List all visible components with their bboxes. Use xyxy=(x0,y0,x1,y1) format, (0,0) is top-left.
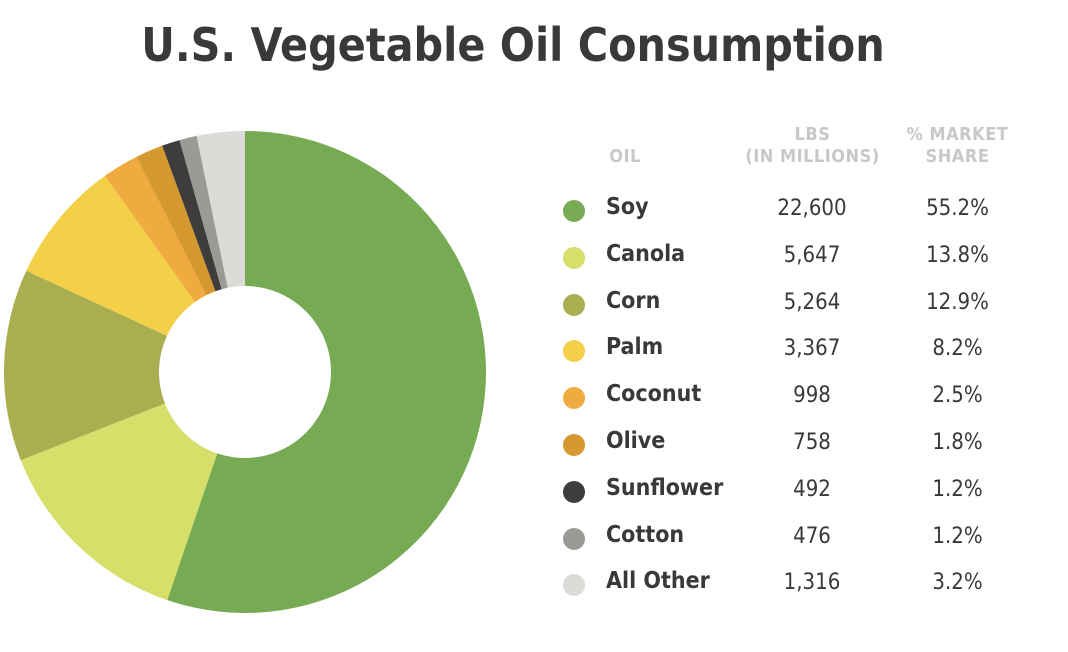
lbs-value: 22,600 xyxy=(777,196,847,221)
lbs-value: 3,367 xyxy=(783,336,841,362)
lbs-value: 998 xyxy=(793,383,831,409)
lbs-value: 476 xyxy=(793,523,831,549)
share-value: 1.2% xyxy=(932,476,983,502)
share-value: 1.8% xyxy=(932,430,983,455)
slice-soy xyxy=(167,131,486,613)
oil-name: Sunflower xyxy=(606,474,724,501)
slice-canola xyxy=(20,403,218,601)
header-share-line2: SHARE xyxy=(925,146,990,167)
legend-swatch-soy xyxy=(563,200,585,222)
table-row-palm: Palm 3,367 8.2% xyxy=(0,328,1068,374)
legend-swatch-canola xyxy=(563,246,585,269)
chart-title: U.S. Vegetable Oil Consumption xyxy=(141,18,885,72)
table-row-all-other: All Other 1,316 3.2% xyxy=(0,562,1068,608)
share-value: 2.5% xyxy=(932,383,983,409)
lbs-value: 1,316 xyxy=(783,570,841,596)
table-row-soy: Soy 22,600 55.2% xyxy=(0,188,1068,234)
table-row-corn: Corn 5,264 12.9% xyxy=(0,282,1068,328)
slice-corn xyxy=(3,270,167,461)
slice-palm xyxy=(26,175,196,336)
table-row-olive: Olive 758 1.8% xyxy=(0,422,1068,468)
header-oil: OIL xyxy=(609,146,641,167)
oil-name: Olive xyxy=(606,428,666,454)
share-value: 12.9% xyxy=(926,289,989,315)
header-lbs: LBS (IN MILLIONS) xyxy=(730,124,895,168)
header-lbs-line2: (IN MILLIONS) xyxy=(745,146,880,167)
share-value: 1.2% xyxy=(932,523,983,549)
oil-name: Coconut xyxy=(606,381,702,408)
header-lbs-line1: LBS xyxy=(794,124,831,145)
lbs-value: 5,264 xyxy=(783,289,841,315)
oil-name: Cotton xyxy=(606,521,685,548)
slice-coconut xyxy=(104,156,207,303)
legend-swatch-all-other xyxy=(563,574,585,597)
legend-swatch-corn xyxy=(563,293,585,316)
legend-swatch-cotton xyxy=(563,527,585,550)
legend-swatch-coconut xyxy=(563,387,585,410)
header-share-line1: % MARKET xyxy=(906,124,1009,145)
table-row-sunflower: Sunflower 492 1.2% xyxy=(0,469,1068,515)
oil-name: All Other xyxy=(606,568,710,595)
oil-name: Corn xyxy=(606,287,661,314)
slice-cotton xyxy=(179,135,228,290)
table-row-coconut: Coconut 998 2.5% xyxy=(0,375,1068,421)
header-share: % MARKET SHARE xyxy=(895,124,1020,168)
oil-name: Palm xyxy=(606,334,664,361)
legend-swatch-palm xyxy=(563,340,585,363)
table-row-canola: Canola 5,647 13.8% xyxy=(0,235,1068,281)
share-value: 8.2% xyxy=(932,336,983,362)
lbs-value: 492 xyxy=(793,476,831,502)
legend-swatch-sunflower xyxy=(563,480,585,503)
share-value: 55.2% xyxy=(926,196,989,221)
share-value: 13.8% xyxy=(926,242,989,268)
share-value: 3.2% xyxy=(932,570,983,596)
slice-all-other xyxy=(196,131,245,288)
legend-swatch-olive xyxy=(563,434,585,456)
table-row-cotton: Cotton 476 1.2% xyxy=(0,516,1068,562)
oil-name: Canola xyxy=(606,240,686,267)
slice-olive xyxy=(136,145,216,296)
lbs-value: 5,647 xyxy=(783,242,841,268)
oil-name: Soy xyxy=(606,194,649,220)
slice-sunflower xyxy=(162,140,222,292)
lbs-value: 758 xyxy=(793,430,831,455)
